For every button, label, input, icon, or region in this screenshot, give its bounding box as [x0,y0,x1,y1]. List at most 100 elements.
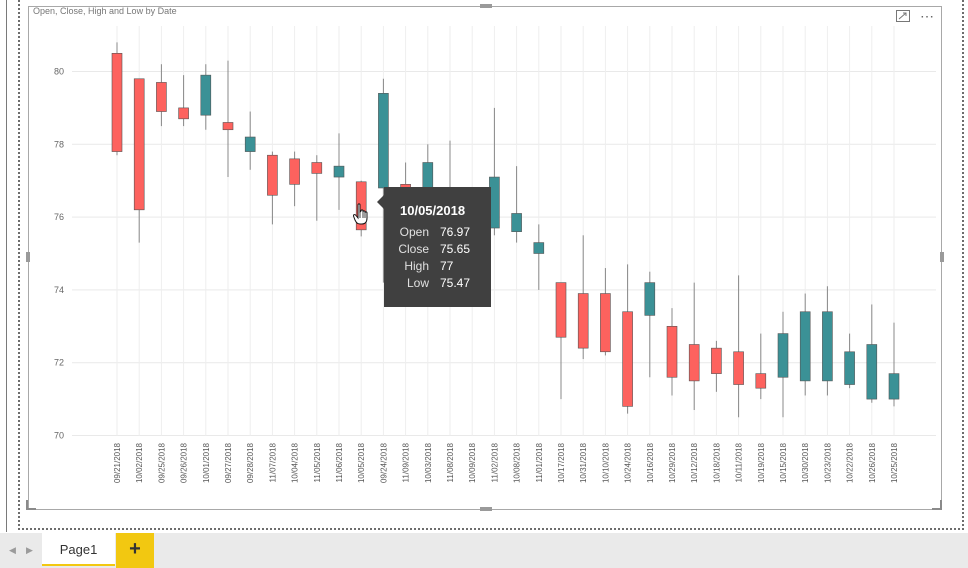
candle-body [666,325,678,378]
x-tick-label: 10/08/2018 [513,442,522,483]
tooltip-label: Low [406,276,429,290]
x-tick-label: 09/27/2018 [224,442,233,483]
candle-body [355,181,367,231]
candle-body [733,351,744,385]
x-tick-label: 11/09/2018 [402,442,411,482]
more-options-icon[interactable]: ⋯ [920,8,935,24]
y-tick-label: 72 [54,358,64,368]
x-tick-label: 09/28/2018 [246,442,255,483]
candle-body [755,373,767,389]
y-tick-label: 70 [54,431,64,441]
candle-body [378,93,389,189]
x-tick-label: 11/05/2018 [313,442,322,482]
candle-body [111,52,123,152]
x-tick-label: 09/24/2018 [379,442,388,483]
x-tick-label: 10/30/2018 [801,442,810,483]
candle-body [422,162,434,189]
x-tick-label: 10/22/2018 [846,442,855,483]
x-tick-label: 10/10/2018 [601,442,610,483]
tooltip-row-low: Low 75.47 [384,276,491,292]
tooltip-row-open: Open 76.97 [384,225,491,241]
candle-body [622,311,633,407]
candle-body [600,293,611,353]
candle-body [822,311,833,382]
x-tick-label: 10/11/2018 [735,442,744,482]
candle-body [866,344,878,400]
y-tick-label: 76 [54,212,64,222]
tooltip-value: 76.97 [440,225,471,239]
candle-body [644,282,656,316]
candle-body [178,107,189,120]
tooltip-value: 75.47 [440,276,471,290]
candle-body [311,162,323,174]
candle-body [799,311,811,382]
x-tick-label: 11/06/2018 [335,442,344,482]
x-tick-label: 09/25/2018 [157,442,166,483]
left-panel-edge [0,0,7,532]
candle-body [533,242,545,254]
x-tick-label: 09/21/2018 [113,442,122,483]
y-tick-label: 80 [54,67,64,77]
resize-handle-corner-br[interactable] [932,500,942,510]
chart-title: Open, Close, High and Low by Date [33,6,177,16]
candle-body [222,122,234,131]
tooltip-label: Open [399,225,429,239]
x-tick-label: 10/26/2018 [868,442,877,483]
x-tick-label: 10/24/2018 [624,442,633,483]
next-page-arrow-icon[interactable]: ▶ [26,545,33,555]
x-tick-label: 10/25/2018 [890,442,899,483]
page-tab[interactable]: Page1 [42,533,115,566]
y-tick-label: 74 [54,285,64,295]
x-tick-label: 10/04/2018 [291,442,300,483]
candle-body [244,136,256,152]
x-tick-label: 10/12/2018 [690,442,699,483]
page-navigation-bar: ◀ ▶ Page1 + [0,533,968,568]
x-tick-label: 10/18/2018 [712,442,721,483]
x-tick-label: 10/02/2018 [135,442,144,483]
tooltip-label: High [404,259,429,273]
x-tick-label: 11/08/2018 [446,442,455,482]
candle-body [555,282,567,338]
candle-body [711,347,722,374]
candle-body [289,158,300,185]
tooltip-row-high: High 77 [384,259,491,275]
resize-handle-bottom[interactable] [480,507,492,511]
x-tick-label: 10/09/2018 [468,442,477,483]
x-tick-label: 10/19/2018 [757,442,766,483]
candle-body [200,74,212,116]
add-page-button[interactable]: + [116,533,154,568]
x-tick-label: 11/07/2018 [268,442,277,482]
resize-handle-top[interactable] [480,4,492,8]
tooltip-value: 75.65 [440,242,471,256]
candle-body [333,165,345,178]
candle-body [511,213,522,232]
x-tick-label: 10/31/2018 [579,442,588,483]
resize-handle-right[interactable] [940,252,944,262]
candle-body [577,293,589,349]
prev-page-arrow-icon[interactable]: ◀ [9,545,16,555]
x-tick-label: 11/02/2018 [490,442,499,482]
candle-body [888,373,900,400]
resize-handle-left[interactable] [26,252,30,262]
tooltip-label: Close [398,242,429,256]
tooltip-row-close: Close 75.65 [384,242,491,258]
x-tick-label: 09/26/2018 [180,442,189,483]
focus-mode-icon[interactable] [896,10,910,22]
candle-body [844,351,855,385]
candle-body [267,154,278,196]
report-canvas [18,0,964,530]
candle-body [688,344,700,382]
x-tick-label: 10/29/2018 [668,442,677,483]
tooltip-date: 10/05/2018 [400,203,466,218]
hand-cursor-icon [352,203,369,230]
x-tick-label: 10/16/2018 [646,442,655,483]
chart-tooltip: 10/05/2018 Open 76.97 Close 75.65 High 7… [377,187,491,307]
candle-body [777,333,789,378]
x-tick-label: 10/05/2018 [357,442,366,483]
x-tick-label: 10/17/2018 [557,442,566,483]
x-tick-label: 11/01/2018 [535,442,544,482]
y-tick-label: 78 [54,139,64,149]
candlestick-chart: 70 72 74 76 78 80 09/21/2018 10/02/2018 09/25/20… [54,26,936,483]
resize-handle-corner-bl[interactable] [26,500,36,510]
x-tick-label: 10/23/2018 [823,442,832,483]
